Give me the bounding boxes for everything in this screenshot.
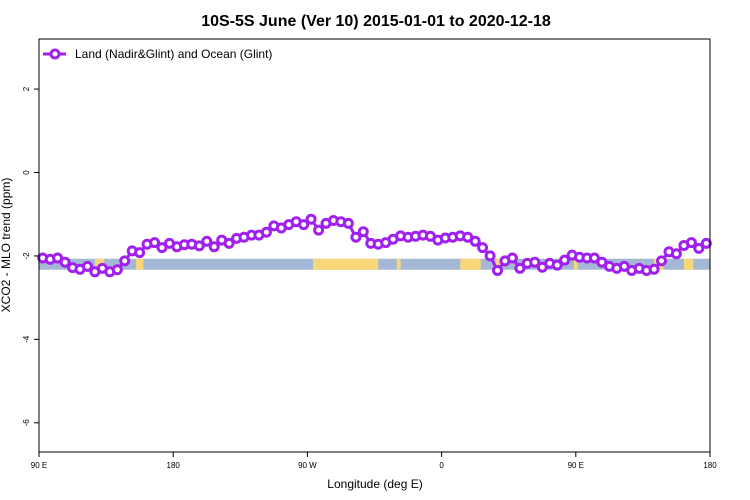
x-tick-label: 180 [703,461,717,470]
data-point [59,256,71,268]
data-point [313,224,325,236]
data-point [700,237,712,249]
data-point [477,242,489,254]
y-tick-label: 2 [22,86,31,91]
x-tick-label: 90 W [298,461,317,470]
data-point [350,231,362,243]
plot-frame [38,38,711,453]
x-tick-label: 180 [167,461,181,470]
data-point [559,254,571,266]
legend: Land (Nadir&Glint) and Ocean (Glint) [43,47,272,61]
data-point [149,237,161,249]
data-point [484,250,496,262]
legend-entry-label: Land (Nadir&Glint) and Ocean (Glint) [75,47,272,61]
data-point [514,262,526,274]
legend-marker [49,48,61,60]
data-point [193,240,205,252]
data-point [201,235,213,247]
data-point [506,252,518,264]
data-point [492,265,503,276]
y-axis: 2 0 -2 -4 -6 [22,86,39,426]
plot-area [37,38,712,453]
data-point [670,248,682,260]
data-point [260,226,272,238]
chart-title: 10S-5S June (Ver 10) 2015-01-01 to 2020-… [201,13,551,30]
y-axis-label: XCO2 - MLO trend (ppm) [0,178,13,313]
x-tick-label: 0 [439,461,444,470]
data-point [693,242,705,254]
data-point [119,255,131,267]
data-point [298,219,310,231]
data-point [111,264,123,276]
data-point [648,263,660,275]
x-tick-label: 90 E [31,461,47,470]
y-tick-label: -6 [22,419,31,427]
data-point [208,241,220,253]
x-axis: 90 E 180 90 W 0 90 E 180 [31,452,717,470]
data-point [469,235,481,247]
data-point [223,237,235,249]
data-point [305,213,317,225]
series-layer [37,213,712,278]
data-point [685,237,697,249]
data-point [342,217,354,229]
data-point [529,256,541,268]
x-tick-label: 90 E [568,461,584,470]
data-point [357,226,369,238]
data-point [134,247,146,259]
x-axis-label: Longitude (deg E) [327,477,422,491]
y-tick-label: -4 [22,335,31,343]
y-tick-label: -2 [22,252,31,260]
data-point [656,255,667,267]
y-tick-label: 0 [22,170,31,175]
data-point [82,260,93,272]
data-point [551,259,563,271]
